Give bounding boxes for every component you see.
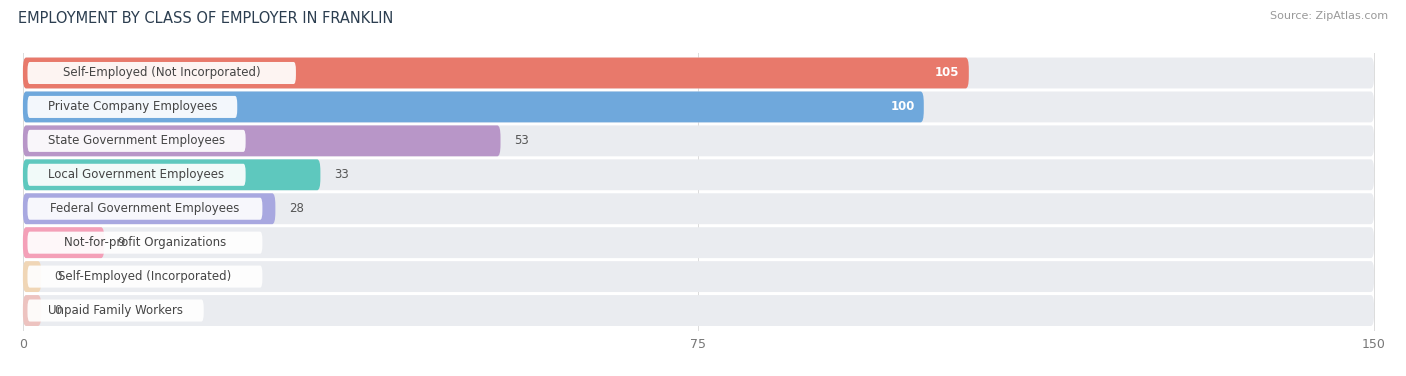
Text: 0: 0 xyxy=(55,270,62,283)
FancyBboxPatch shape xyxy=(28,265,263,288)
Text: 53: 53 xyxy=(513,134,529,147)
FancyBboxPatch shape xyxy=(28,232,263,254)
Text: Private Company Employees: Private Company Employees xyxy=(48,100,217,114)
FancyBboxPatch shape xyxy=(22,295,1374,326)
FancyBboxPatch shape xyxy=(22,227,104,258)
FancyBboxPatch shape xyxy=(22,126,501,156)
FancyBboxPatch shape xyxy=(28,198,263,220)
FancyBboxPatch shape xyxy=(22,159,321,190)
Text: 9: 9 xyxy=(118,236,125,249)
Text: State Government Employees: State Government Employees xyxy=(48,134,225,147)
Text: 100: 100 xyxy=(890,100,915,114)
Text: Not-for-profit Organizations: Not-for-profit Organizations xyxy=(63,236,226,249)
FancyBboxPatch shape xyxy=(22,91,1374,122)
FancyBboxPatch shape xyxy=(22,58,1374,88)
Text: Source: ZipAtlas.com: Source: ZipAtlas.com xyxy=(1270,11,1388,21)
Text: Self-Employed (Incorporated): Self-Employed (Incorporated) xyxy=(58,270,232,283)
FancyBboxPatch shape xyxy=(28,96,238,118)
FancyBboxPatch shape xyxy=(22,227,1374,258)
Text: 33: 33 xyxy=(333,168,349,181)
FancyBboxPatch shape xyxy=(22,261,41,292)
FancyBboxPatch shape xyxy=(22,193,1374,224)
FancyBboxPatch shape xyxy=(22,58,969,88)
FancyBboxPatch shape xyxy=(28,300,204,321)
FancyBboxPatch shape xyxy=(22,295,41,326)
Text: EMPLOYMENT BY CLASS OF EMPLOYER IN FRANKLIN: EMPLOYMENT BY CLASS OF EMPLOYER IN FRANK… xyxy=(18,11,394,26)
FancyBboxPatch shape xyxy=(22,91,924,122)
Text: Local Government Employees: Local Government Employees xyxy=(48,168,225,181)
Text: Self-Employed (Not Incorporated): Self-Employed (Not Incorporated) xyxy=(63,67,260,79)
Text: 0: 0 xyxy=(55,304,62,317)
FancyBboxPatch shape xyxy=(22,193,276,224)
Text: 28: 28 xyxy=(288,202,304,215)
FancyBboxPatch shape xyxy=(22,261,1374,292)
FancyBboxPatch shape xyxy=(28,62,295,84)
FancyBboxPatch shape xyxy=(28,130,246,152)
FancyBboxPatch shape xyxy=(22,126,1374,156)
FancyBboxPatch shape xyxy=(22,159,1374,190)
FancyBboxPatch shape xyxy=(28,164,246,186)
Text: 105: 105 xyxy=(935,67,960,79)
Text: Unpaid Family Workers: Unpaid Family Workers xyxy=(48,304,183,317)
Text: Federal Government Employees: Federal Government Employees xyxy=(51,202,239,215)
